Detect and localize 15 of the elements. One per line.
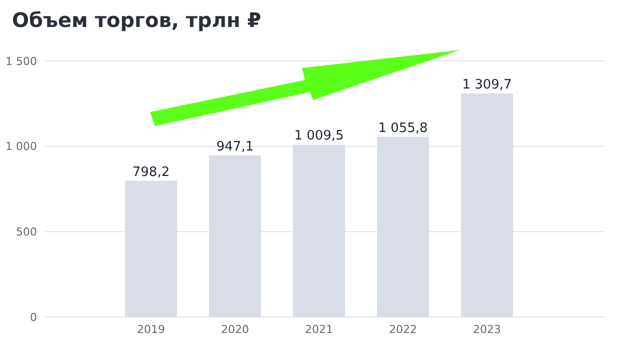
y-tick-label: 1 000	[6, 140, 37, 154]
y-tick-label: 500	[16, 226, 37, 239]
y-tick-label: 0	[30, 310, 37, 324]
data-label: 1 009,5	[294, 128, 344, 144]
x-tick-label: 2020	[221, 322, 249, 336]
x-tick-label: 2019	[137, 322, 165, 336]
data-label: 1 309,7	[462, 77, 512, 92]
chart-title: Объем торгов, трлн ₽	[12, 8, 262, 32]
x-tick-label: 2023	[473, 322, 501, 336]
data-label: 947,1	[216, 139, 254, 154]
data-label: 1 055,8	[378, 120, 428, 136]
y-tick-label: 1 500	[6, 54, 37, 68]
x-tick-label: 2022	[389, 322, 417, 336]
data-label: 798,2	[132, 164, 170, 180]
x-tick-label: 2021	[305, 322, 333, 336]
